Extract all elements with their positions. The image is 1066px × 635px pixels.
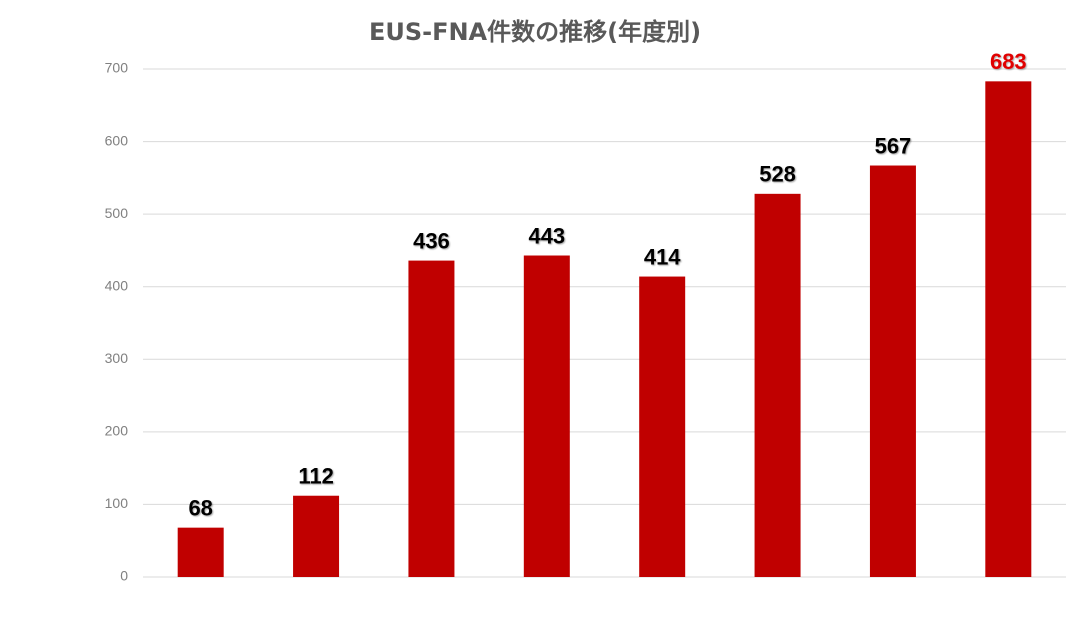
chart-title: EUS-FNA件数の推移(年度別) [369, 18, 701, 46]
value-label: 112 [298, 464, 334, 489]
y-tick-label: 100 [105, 495, 129, 511]
bar [293, 495, 340, 577]
value-label: 683 [990, 49, 1027, 74]
value-label: 68 [188, 495, 212, 520]
y-tick-label: 200 [105, 423, 129, 439]
value-label: 567 [875, 133, 912, 158]
y-tick-label: 400 [105, 277, 129, 293]
y-tick-label: 600 [105, 132, 129, 148]
bar [523, 255, 570, 577]
y-tick-label: 0 [120, 568, 128, 584]
value-label: 414 [644, 244, 681, 269]
value-label: 528 [759, 162, 796, 187]
value-label: 443 [528, 223, 565, 248]
y-tick-label: 300 [105, 350, 129, 366]
y-tick-label: 700 [105, 60, 129, 76]
bar [177, 527, 224, 577]
bar [408, 260, 455, 577]
value-label: 436 [413, 228, 450, 253]
y-tick-label: 500 [105, 205, 129, 221]
bar [639, 276, 686, 577]
bar [869, 165, 916, 577]
bar [985, 81, 1032, 577]
bar [754, 193, 801, 577]
